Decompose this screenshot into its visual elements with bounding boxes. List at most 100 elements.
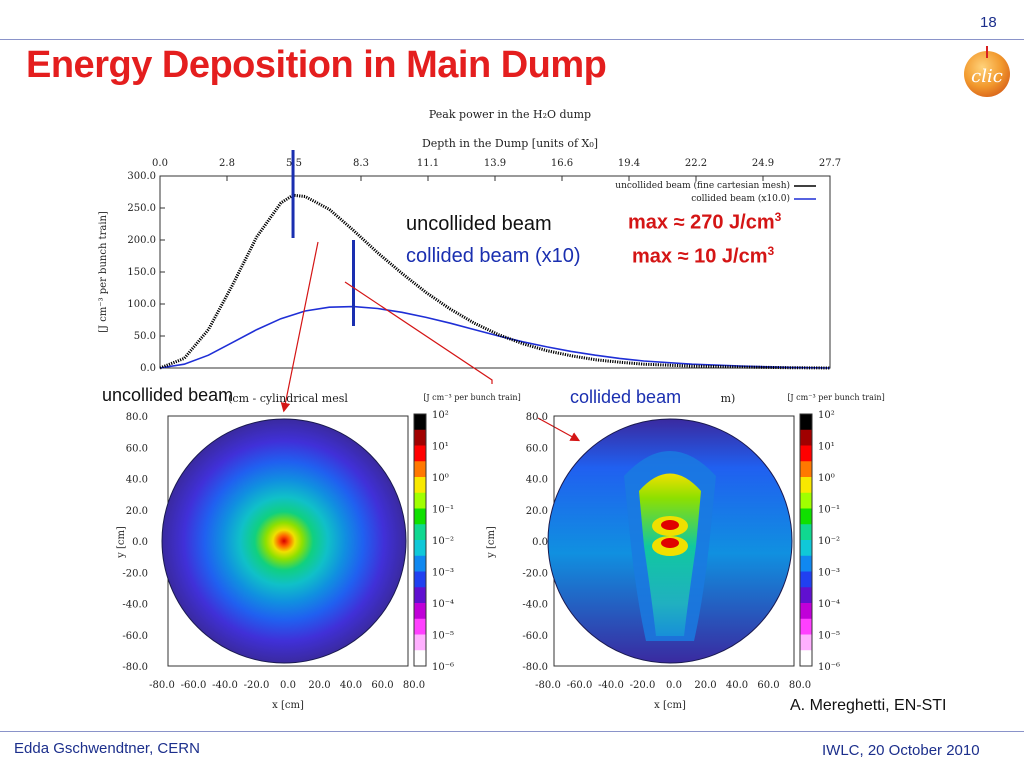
logo-text: clic <box>971 66 1003 87</box>
colorbar-segment <box>414 555 426 572</box>
colorbar-tick-label: 10⁰ <box>432 473 449 484</box>
heatmap-y-tick-label: 20.0 <box>126 506 148 517</box>
top-tick-label: 8.3 <box>353 158 369 169</box>
colorbar-segment <box>414 508 426 525</box>
colorbar-segment <box>800 650 812 667</box>
colorbar-segment <box>414 540 426 557</box>
top-tick-label: 11.1 <box>417 158 439 169</box>
collided-beam-note: collided beam (x10) <box>406 245 581 267</box>
colorbar-segment <box>800 492 812 509</box>
colorbar-segment <box>414 524 426 541</box>
y-tick-label: 200.0 <box>127 235 156 246</box>
footer-event: IWLC, 20 October 2010 <box>822 742 980 759</box>
heatmap-uncollided: (cm - cylindrical mesl [J cm⁻³ per bunch… <box>116 392 521 711</box>
y-tick-label: 50.0 <box>134 331 156 342</box>
colorbar-segment <box>800 461 812 478</box>
colorbar-segment <box>800 445 812 462</box>
heatmap-y-tick-label: 80.0 <box>126 412 148 423</box>
heatmap-x-tick-label: 20.0 <box>308 680 330 691</box>
y-axis-ticks: 0.0 50.0 100.0 150.0 200.0 250.0 300.0 <box>127 171 165 374</box>
uncollided-beam-note: uncollided beam <box>406 213 552 235</box>
heatmap2-peak-bottom <box>661 538 679 548</box>
slide-number: 18 <box>980 14 997 31</box>
chart-top-axis-label: Depth in the Dump [units of X₀] <box>422 137 598 150</box>
heatmap1-x-ticks: -80.0 -60.0 -40.0 -20.0 0.0 20.0 40.0 60.0 80.0 <box>149 680 425 691</box>
heatmap-x-tick-label: 0.0 <box>666 680 682 691</box>
colorbar-tick-label: 10⁻² <box>818 536 840 547</box>
colorbar-tick-label: 10⁻⁴ <box>818 599 840 610</box>
heatmap2-y-label: y [cm] <box>486 526 497 559</box>
colorbar-segment <box>800 508 812 525</box>
heatmap-x-tick-label: 0.0 <box>280 680 296 691</box>
colorbar-tick-label: 10⁻¹ <box>432 505 454 516</box>
colorbar-frame <box>413 413 427 667</box>
heatmap-x-tick-label: 60.0 <box>371 680 393 691</box>
colorbar-frame <box>799 413 813 667</box>
colorbar-segment <box>414 618 426 635</box>
footer-rule <box>0 731 1024 732</box>
heatmap-x-tick-label: -20.0 <box>244 680 270 691</box>
heatmap1-colorbar-title: [J cm⁻³ per bunch train] <box>423 393 520 402</box>
series-collided-line <box>159 305 831 369</box>
heatmap-collided: m) [J cm⁻³ per bunch train] 80.0 60.0 40.0… <box>486 392 885 711</box>
heatmap2-title: m) <box>721 392 736 405</box>
peak-power-chart: Peak power in the H₂O dump Depth in the … <box>98 108 841 374</box>
colorbar-tick-label: 10² <box>818 410 835 421</box>
heatmap2-x-ticks: -80.0 -60.0 -40.0 -20.0 0.0 20.0 40.0 60.0 80.0 <box>535 680 811 691</box>
heatmap-y-tick-label: 0.0 <box>532 537 548 548</box>
colorbar-tick-label: 10⁻⁵ <box>432 631 454 642</box>
heatmap2-x-label: x [cm] <box>654 700 686 711</box>
colorbar-segment <box>800 540 812 557</box>
series-uncollided-line <box>159 193 831 370</box>
colorbar-segment <box>414 587 426 604</box>
heatmap-y-tick-label: 80.0 <box>526 412 548 423</box>
heatmap-y-tick-label: -40.0 <box>122 600 148 611</box>
heatmap-y-tick-label: 20.0 <box>526 506 548 517</box>
colorbar-tick-label: 10⁰ <box>818 473 835 484</box>
colorbar-tick-label: 10⁻⁶ <box>818 662 840 673</box>
max-uncollided-sup: 3 <box>774 210 782 224</box>
max-collided-sup: 3 <box>767 244 775 258</box>
colorbar-segment <box>414 477 426 494</box>
heatmap1-y-ticks: 80.0 60.0 40.0 20.0 0.0 -20.0 -40.0 -60.0 -80.0 <box>122 412 148 673</box>
heatmap-y-tick-label: 0.0 <box>132 537 148 548</box>
max-collided-note: max ≈ 10 J/cm3 <box>632 244 774 269</box>
colorbar-segment <box>800 477 812 494</box>
colorbar-tick-label: 10⁻⁴ <box>432 599 454 610</box>
colorbar-segment <box>414 492 426 509</box>
colorbar-segment <box>800 618 812 635</box>
logo-circle <box>964 51 1010 97</box>
colorbar-segment <box>800 414 812 431</box>
top-tick-label: 22.2 <box>685 158 707 169</box>
colorbar-tick-label: 10¹ <box>432 442 449 453</box>
top-tick-label: 2.8 <box>219 158 235 169</box>
colorbar-tick-label: 10⁻² <box>432 536 454 547</box>
heatmap-y-tick-label: -20.0 <box>122 568 148 579</box>
heatmap-x-tick-label: 80.0 <box>789 680 811 691</box>
colorbar-segment <box>414 634 426 651</box>
top-tick-label: 0.0 <box>152 158 168 169</box>
heatmap2-y-ticks: 80.0 60.0 40.0 20.0 0.0 -20.0 -40.0 -60.0 -80.0 <box>522 412 548 673</box>
colorbar-segment <box>414 461 426 478</box>
clic-logo: clic <box>964 46 1010 97</box>
colorbar-segment <box>414 445 426 462</box>
heatmap-y-tick-label: -80.0 <box>122 662 148 673</box>
chart-title: Peak power in the H₂O dump <box>429 108 591 121</box>
heatmap-x-tick-label: -80.0 <box>149 680 175 691</box>
map-uncollided-label: uncollided beam <box>102 385 234 405</box>
legend-collided-label: collided beam (x10.0) <box>691 193 790 204</box>
colorbar-segment <box>800 634 812 651</box>
heatmap1-y-label: y [cm] <box>116 526 127 559</box>
colorbar-tick-label: 10¹ <box>818 442 835 453</box>
heatmap1-disk <box>161 418 407 664</box>
y-tick-label: 300.0 <box>127 171 156 182</box>
colorbar-segment <box>800 603 812 620</box>
chart-legend: uncollided beam (fine cartesian mesh) co… <box>615 180 816 204</box>
heatmap-y-tick-label: -60.0 <box>122 631 148 642</box>
heatmap-y-tick-label: -20.0 <box>522 568 548 579</box>
heatmap-x-tick-label: 60.0 <box>757 680 779 691</box>
heatmap-y-tick-label: -80.0 <box>522 662 548 673</box>
heatmap2-peak-top <box>661 520 679 530</box>
heatmap-x-tick-label: 40.0 <box>340 680 362 691</box>
heatmap2-colorbar-title: [J cm⁻³ per bunch train] <box>787 393 884 402</box>
